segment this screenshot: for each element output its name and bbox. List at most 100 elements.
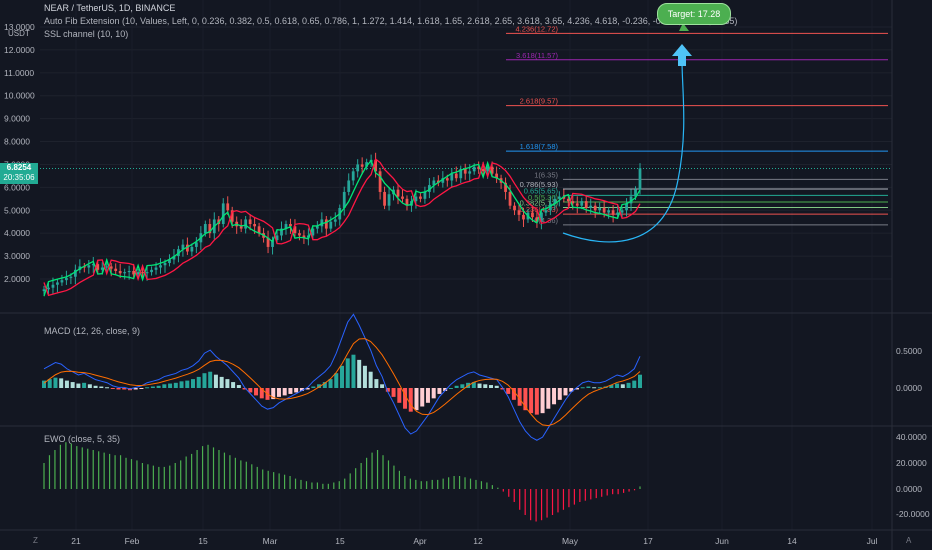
- ewo-tick-label: 20.0000: [896, 458, 927, 468]
- corner-right-label[interactable]: A: [906, 536, 911, 545]
- candle-body: [401, 196, 404, 199]
- candle-body: [419, 196, 422, 199]
- time-tick-label: Mar: [263, 536, 278, 546]
- ssl-indicator-label: SSL channel (10, 10): [44, 29, 129, 39]
- candle-body: [47, 287, 50, 290]
- candle-body: [593, 205, 597, 211]
- macd-label: MACD (12, 26, close, 9): [44, 326, 141, 336]
- macd-histogram-bar: [116, 388, 121, 390]
- candle-body: [360, 164, 364, 167]
- current-price-tag: 6.8254 20:35:06: [0, 163, 38, 184]
- macd-histogram-bar: [259, 388, 264, 399]
- candle-body: [486, 166, 490, 172]
- candle-body: [414, 196, 418, 202]
- candle-body: [535, 217, 539, 222]
- candle-body: [347, 180, 351, 192]
- fib-levels: 4.236(12.72) 3.618(11.57) 2.618(9.57) 1.618…: [506, 24, 888, 226]
- candle-body: [315, 226, 319, 229]
- candle-body: [481, 169, 485, 172]
- candle-body: [82, 266, 86, 268]
- fib-label: 1(6.35): [534, 170, 558, 179]
- fib-indicator-legend[interactable]: Auto Fib Extension (10, Values, Left, 0,…: [44, 16, 737, 26]
- candle-body: [602, 207, 606, 213]
- ewo-label: EWO (close, 5, 35): [44, 434, 121, 444]
- macd-histogram-bar: [638, 374, 642, 388]
- candle-body: [42, 289, 46, 292]
- candle-body: [504, 182, 507, 192]
- macd-histogram-bar: [597, 387, 602, 389]
- candle-body: [445, 178, 449, 181]
- macd-legend[interactable]: MACD (12, 26, close, 9): [44, 326, 140, 336]
- projection-path: [562, 23, 692, 243]
- macd-histogram-bar: [374, 379, 379, 388]
- fib-indicator-label: Auto Fib Extension (10, Values, Left, 0,…: [44, 16, 738, 26]
- ssl-indicator-legend[interactable]: SSL channel (10, 10): [44, 29, 128, 39]
- macd-histogram-bar: [477, 383, 482, 388]
- macd-histogram-bar: [523, 388, 528, 411]
- candle-body: [284, 224, 288, 229]
- fib-label: 0(4.36): [534, 216, 558, 225]
- macd-histogram-bar: [357, 359, 362, 388]
- macd-histogram-bar: [351, 354, 356, 388]
- candle-body: [356, 164, 360, 172]
- macd-histogram-bar: [208, 371, 213, 388]
- time-tick-label: 21: [71, 536, 81, 546]
- candle-body: [634, 189, 637, 197]
- ewo-legend[interactable]: EWO (close, 5, 35): [44, 434, 120, 444]
- candle-body: [378, 171, 382, 192]
- macd-histogram-bar: [236, 385, 241, 388]
- macd-histogram-bar: [340, 365, 344, 388]
- candle-body: [616, 212, 619, 215]
- macd-histogram-bar: [179, 381, 184, 388]
- macd-histogram-bar: [53, 377, 58, 388]
- candle-body: [441, 178, 445, 183]
- candle-body: [168, 259, 171, 263]
- symbol-title: NEAR / TetherUS, 1D, BINANCE: [44, 3, 176, 13]
- macd-histogram-bar: [563, 388, 568, 396]
- corner-left-label[interactable]: Z: [33, 536, 38, 545]
- candle-body: [208, 224, 212, 234]
- macd-histogram-bar: [122, 388, 127, 390]
- macd-histogram-bar: [299, 388, 304, 391]
- price-tick-label: 12.0000: [4, 45, 35, 55]
- candle-body: [405, 198, 409, 206]
- candle-body: [248, 219, 252, 225]
- corner-right-text: A: [906, 536, 912, 545]
- macd-histogram-bar: [592, 387, 597, 389]
- price-tick-label: 10.0000: [4, 91, 35, 101]
- macd-histogram-bar: [420, 388, 425, 407]
- fib-label: 0.5(5.36): [528, 193, 559, 202]
- macd-histogram-bar: [626, 382, 631, 388]
- candle-body: [253, 224, 257, 227]
- candle-body: [181, 244, 185, 250]
- candle-body: [620, 210, 624, 213]
- target-callout[interactable]: Target: 17.28: [657, 3, 731, 25]
- candle-body: [575, 203, 579, 206]
- candle-body: [324, 219, 328, 229]
- macd-histogram-bar: [391, 388, 396, 397]
- macd-histogram-bar: [397, 388, 402, 403]
- candle-body: [450, 173, 454, 181]
- candle-body: [226, 203, 230, 211]
- candle-body: [625, 203, 628, 211]
- macd-histogram-bar: [322, 382, 327, 388]
- candle-body: [194, 242, 198, 247]
- grid-lines: [40, 0, 892, 530]
- candle-body: [114, 268, 118, 271]
- time-tick-label: 12: [473, 536, 483, 546]
- macd-histogram-bar: [202, 373, 207, 388]
- macd-histogram-bar: [133, 388, 138, 390]
- macd-histogram-bar: [362, 365, 367, 388]
- candle-body: [629, 196, 633, 204]
- macd-histogram-bar: [483, 384, 488, 388]
- candle-body: [320, 219, 324, 227]
- fib-label: 3.618(11.57): [516, 51, 558, 60]
- candle-body: [531, 212, 534, 218]
- candle-body: [513, 205, 516, 211]
- macd-histogram-bar: [213, 374, 218, 388]
- fib-label: 0.236(4.83): [520, 205, 559, 214]
- macd-pane: [42, 313, 642, 441]
- macd-histogram-bar: [150, 386, 155, 388]
- time-tick-label: May: [562, 536, 579, 546]
